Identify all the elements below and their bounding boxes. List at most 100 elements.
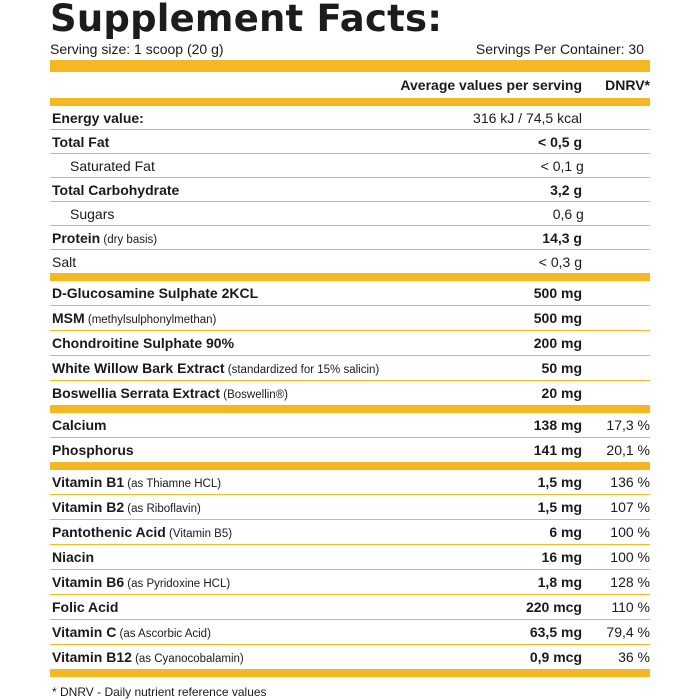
actives-section: D-Glucosamine Sulphate 2KCL 500 mg MSM (me… xyxy=(50,281,650,405)
amount-cell: 1,5 mg xyxy=(537,474,582,490)
table-row: Salt < 0,3 g xyxy=(50,250,650,273)
divider-bar xyxy=(50,405,650,413)
dnrv-cell: 36 % xyxy=(618,649,650,665)
table-row: Folic Acid 220 mcg 110 % xyxy=(50,595,650,620)
table-row: Vitamin C (as Ascorbic Acid) 63,5 mg 79,4 … xyxy=(50,620,650,645)
table-row: Total Carbohydrate 3,2 g xyxy=(50,178,650,202)
nutrient-name: Sugars xyxy=(70,205,115,222)
nutrient-name: White Willow Bark Extract xyxy=(52,360,225,376)
table-row: Boswellia Serrata Extract (Boswellin®) 20… xyxy=(50,381,650,405)
nutrient-name-cell: Vitamin B2 (as Riboflavin) xyxy=(50,499,466,515)
dnrv-cell: 79,4 % xyxy=(606,624,650,640)
nutrient-name: Phosphorus xyxy=(52,442,134,458)
amount-cell: 0,9 mcg xyxy=(529,649,582,665)
amount-cell: 200 mg xyxy=(533,335,582,351)
minerals-section: Calcium 138 mg 17,3 % Phosphorus 141 mg 20,1 … xyxy=(50,413,650,462)
nutrient-note: (Boswellin®) xyxy=(220,389,288,401)
nutrient-name: Boswellia Serrata Extract xyxy=(52,385,221,401)
amount-cell: 3,2 g xyxy=(550,181,582,198)
nutrient-name: Saturated Fat xyxy=(70,157,155,174)
table-row: Total Fat < 0,5 g xyxy=(50,130,650,154)
nutrient-note: (standardized for 15% salicin) xyxy=(224,364,380,376)
page-title: Supplement Facts: xyxy=(50,0,443,40)
nutrient-note: (as Pyridoxine HCL) xyxy=(124,578,231,590)
nutrient-name: D-Glucosamine Sulphate 2KCL xyxy=(52,285,259,301)
nutrient-name-cell: White Willow Bark Extract (standardized … xyxy=(50,360,466,376)
footnote: * DNRV - Daily nutrient reference values xyxy=(52,685,267,699)
amount-cell: 16 mg xyxy=(541,549,582,565)
nutrient-note: (as Cyanocobalamin) xyxy=(131,653,244,665)
table-row: Calcium 138 mg 17,3 % xyxy=(50,413,650,438)
nutrient-name-cell: Vitamin B12 (as Cyanocobalamin) xyxy=(50,649,466,665)
amount-cell: 6 mg xyxy=(549,524,582,540)
nutrient-name: Folic Acid xyxy=(52,599,119,615)
nutrient-name-cell: Calcium xyxy=(50,417,466,433)
energy-value: 316 kJ / 74,5 kcal xyxy=(473,109,582,126)
nutrient-name-cell: Folic Acid xyxy=(50,599,466,615)
nutrient-note: (as Riboflavin) xyxy=(124,503,201,515)
table-row: Phosphorus 141 mg 20,1 % xyxy=(50,438,650,462)
nutrient-name: Pantothenic Acid xyxy=(52,524,166,540)
table-row: Chondroitine Sulphate 90% 200 mg xyxy=(50,331,650,356)
dnrv-cell: 20,1 % xyxy=(606,442,650,458)
vitamins-section: Vitamin B1 (as Thiamne HCL) 1,5 mg 136 % Vi… xyxy=(50,470,650,669)
dnrv-cell: 136 % xyxy=(610,474,650,490)
amount-cell: 14,3 g xyxy=(542,229,582,246)
table-row: Vitamin B1 (as Thiamne HCL) 1,5 mg 136 % xyxy=(50,470,650,495)
dnrv-cell: 128 % xyxy=(610,574,650,590)
table-row: Protein (dry basis) 14,3 g xyxy=(50,226,650,250)
column-header: Average values per serving DNRV* xyxy=(50,72,650,98)
nutrient-note: (Vitamin B5) xyxy=(165,528,233,540)
nutrient-name: Total Fat xyxy=(52,133,110,150)
nutrient-name: Calcium xyxy=(52,417,107,433)
energy-row: Energy value: 316 kJ / 74,5 kcal xyxy=(50,106,650,130)
table-row: Pantothenic Acid (Vitamin B5) 6 mg 100 % xyxy=(50,520,650,545)
servings-per-container: Servings Per Container: 30 xyxy=(475,41,644,57)
nutrient-name: Chondroitine Sulphate 90% xyxy=(52,335,235,351)
nutrient-name: MSM xyxy=(52,310,85,326)
amount-cell: 138 mg xyxy=(533,417,582,433)
nutrient-name-cell: Total Fat xyxy=(50,134,466,150)
nutrient-name-cell: Pantothenic Acid (Vitamin B5) xyxy=(50,524,466,540)
nutrient-note: (as Ascorbic Acid) xyxy=(116,628,211,640)
nutrient-name-cell: Saturated Fat xyxy=(50,158,471,174)
nutrient-name: Vitamin B2 xyxy=(52,499,125,515)
nutrient-name-cell: D-Glucosamine Sulphate 2KCL xyxy=(50,285,466,301)
energy-label: Energy value: xyxy=(52,109,144,126)
nutrient-name: Protein xyxy=(52,229,101,246)
header-dnrv: DNRV* xyxy=(605,77,650,93)
divider-bar xyxy=(50,98,650,106)
amount-cell: 0,6 g xyxy=(552,205,584,222)
amount-cell: 500 mg xyxy=(533,285,582,301)
nutrient-name: Niacin xyxy=(52,549,95,565)
amount-cell: 220 mcg xyxy=(525,599,582,615)
nutrient-name-cell: Chondroitine Sulphate 90% xyxy=(50,335,466,351)
nutrient-name-cell: Vitamin B6 (as Pyridoxine HCL) xyxy=(50,574,466,590)
supplement-facts-panel: Supplement Facts: Serving size: 1 scoop … xyxy=(50,0,650,699)
table-row: MSM (methylsulphonylmethan) 500 mg xyxy=(50,306,650,331)
table-row: D-Glucosamine Sulphate 2KCL 500 mg xyxy=(50,281,650,306)
amount-cell: 20 mg xyxy=(541,385,582,401)
table-row: Vitamin B2 (as Riboflavin) 1,5 mg 107 % xyxy=(50,495,650,520)
nutrient-name-cell: Vitamin B1 (as Thiamne HCL) xyxy=(50,474,466,490)
dnrv-cell: 100 % xyxy=(610,524,650,540)
divider-bar xyxy=(50,273,650,281)
nutrient-name: Vitamin B1 xyxy=(52,474,125,490)
amount-cell: 1,5 mg xyxy=(537,499,582,515)
nutrient-name-cell: Phosphorus xyxy=(50,442,466,458)
amount-cell: < 0,1 g xyxy=(540,157,584,174)
nutrient-name-cell: Sugars xyxy=(50,206,471,222)
divider-bar xyxy=(50,60,650,72)
table-row: White Willow Bark Extract (standardized … xyxy=(50,356,650,381)
nutrient-name-cell: Total Carbohydrate xyxy=(50,182,466,198)
nutrient-note: (methylsulphonylmethan) xyxy=(84,314,217,326)
nutrient-name-cell: MSM (methylsulphonylmethan) xyxy=(50,310,466,326)
table-row: Sugars 0,6 g xyxy=(50,202,650,226)
dnrv-cell: 107 % xyxy=(610,499,650,515)
table-row: Niacin 16 mg 100 % xyxy=(50,545,650,570)
table-row: Vitamin B6 (as Pyridoxine HCL) 1,8 mg 128 … xyxy=(50,570,650,595)
nutrient-name: Total Carbohydrate xyxy=(52,181,180,198)
amount-cell: < 0,3 g xyxy=(538,253,582,270)
nutrient-name-cell: Salt xyxy=(50,254,466,270)
amount-cell: 63,5 mg xyxy=(529,624,582,640)
